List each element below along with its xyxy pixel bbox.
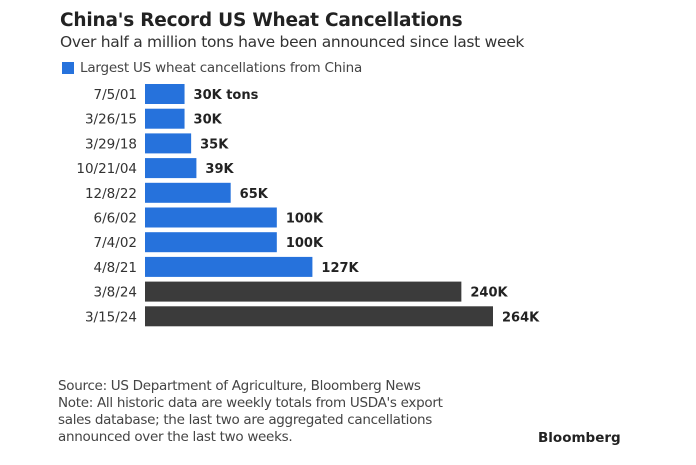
category-label: 6/6/02	[94, 211, 137, 227]
value-label: 100K	[286, 212, 324, 227]
legend: Largest US wheat cancellations from Chin…	[62, 60, 362, 76]
bar	[145, 108, 185, 129]
category-label: 3/26/15	[85, 112, 137, 128]
value-label: 100K	[286, 236, 324, 251]
value-label: 30K tons	[194, 88, 259, 103]
category-label: 3/29/18	[85, 136, 137, 152]
bar	[145, 207, 277, 228]
category-label: 3/15/24	[85, 309, 137, 325]
note-line: Note: All historic data are weekly total…	[58, 395, 443, 411]
bar	[145, 84, 185, 104]
value-label: 264K	[502, 310, 540, 325]
chart-footer: Source: US Department of Agriculture, Bl…	[58, 378, 443, 446]
category-label: 4/8/21	[94, 260, 137, 276]
value-label: 30K	[194, 113, 223, 128]
value-label: 65K	[240, 187, 269, 202]
category-label: 3/8/24	[94, 285, 137, 301]
bar	[145, 306, 493, 327]
bar	[145, 182, 231, 203]
bar	[145, 256, 313, 277]
value-label: 35K	[200, 137, 229, 152]
bloomberg-logo: Bloomberg	[538, 430, 621, 446]
value-label: 127K	[321, 261, 359, 276]
bar	[145, 133, 192, 154]
category-label: 12/8/22	[85, 186, 137, 202]
legend-swatch	[62, 62, 74, 74]
bar	[145, 281, 462, 302]
chart-title: China's Record US Wheat Cancellations	[60, 10, 463, 31]
value-label: 240K	[470, 286, 508, 301]
value-label: 39K	[205, 162, 234, 177]
bar	[145, 158, 197, 179]
note-line: announced over the last two weeks.	[58, 429, 293, 445]
chart-subtitle: Over half a million tons have been annou…	[60, 33, 525, 51]
category-label: 7/5/01	[94, 87, 137, 103]
legend-label: Largest US wheat cancellations from Chin…	[80, 60, 363, 76]
bar	[145, 232, 277, 253]
note-line: sales database; the last two are aggrega…	[58, 412, 433, 428]
category-label: 7/4/02	[94, 235, 137, 251]
source-text: Source: US Department of Agriculture, Bl…	[58, 378, 421, 394]
category-label: 10/21/04	[76, 161, 137, 177]
